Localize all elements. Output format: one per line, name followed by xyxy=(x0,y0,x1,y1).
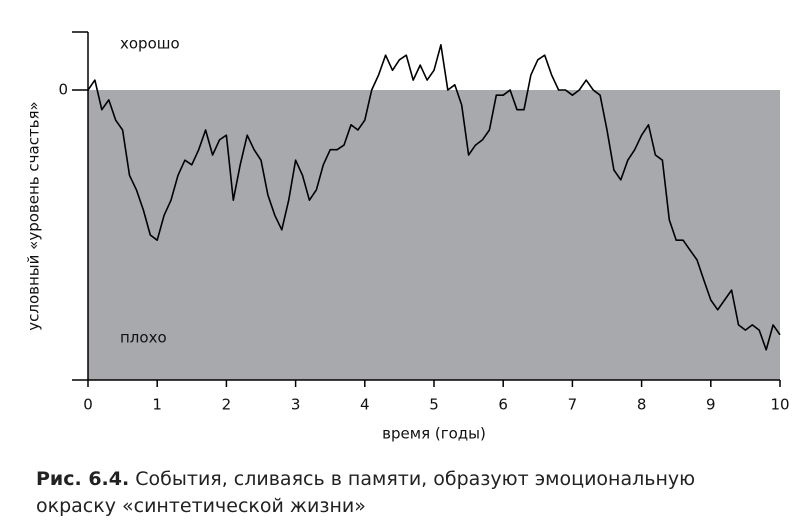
x-tick-label: 10 xyxy=(770,396,789,414)
x-tick-label: 8 xyxy=(637,396,647,414)
background-band xyxy=(88,90,780,380)
caption: Рис. 6.4. События, сливаясь в памяти, об… xyxy=(36,466,776,520)
x-tick-label: 0 xyxy=(83,396,93,414)
annotation-good: хорошо xyxy=(120,35,180,53)
x-tick-label: 9 xyxy=(706,396,716,414)
x-tick-label: 3 xyxy=(291,396,301,414)
x-axis-label: время (годы) xyxy=(382,425,486,443)
y-axis-label: условный «уровень счастья» xyxy=(25,101,43,330)
y-tick-label: 0 xyxy=(58,81,68,99)
annotation-bad: плохо xyxy=(120,329,167,347)
x-tick-label: 6 xyxy=(498,396,508,414)
line xyxy=(87,44,781,351)
x-tick-label: 7 xyxy=(568,396,578,414)
x-tick-label: 1 xyxy=(152,396,162,414)
x-tick-label: 2 xyxy=(222,396,232,414)
x-tick-label: 4 xyxy=(360,396,370,414)
caption-label: Рис. 6.4. xyxy=(36,468,130,490)
chart: хорошо время (годы) условный «уровень сч… xyxy=(25,31,790,443)
x-tick-label: 5 xyxy=(429,396,439,414)
caption-text: События, сливаясь в памяти, образуют эмо… xyxy=(36,468,696,517)
